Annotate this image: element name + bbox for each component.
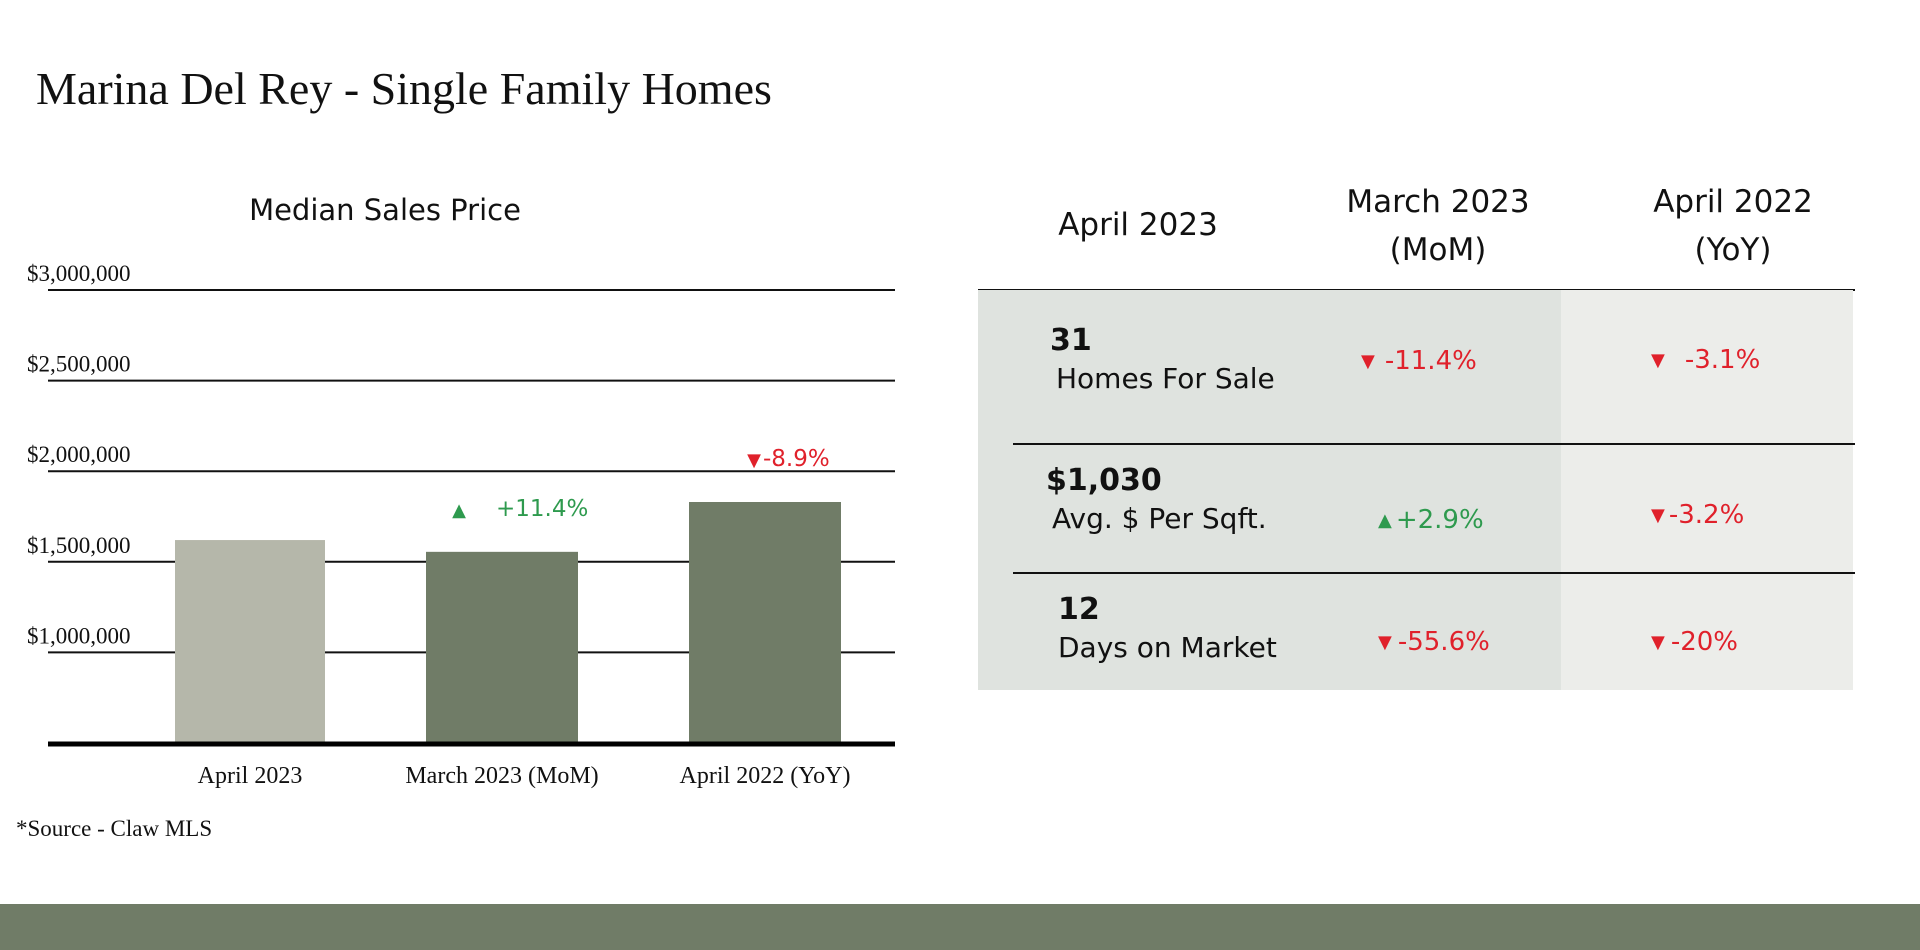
stats-table: April 2023 March 2023 (MoM) April 2022 (… <box>978 178 1855 690</box>
column-bg-mom <box>1316 290 1561 690</box>
up-triangle-icon: ▲ <box>452 500 466 521</box>
yoy-change: ▼ -20% <box>1651 627 1738 657</box>
bar-chart: $3,000,000 $2,500,000 $2,000,000 $1,500,000… <box>27 261 895 789</box>
metric-value: $1,030 <box>1046 463 1162 498</box>
column-bg-current <box>978 290 1316 690</box>
x-tick-label: April 2022 (YoY) <box>680 763 851 789</box>
up-triangle-icon: ▲ <box>1378 510 1392 531</box>
bar <box>175 540 325 743</box>
metric-value: 12 <box>1058 592 1100 627</box>
change-text: -3.1% <box>1684 345 1761 375</box>
bar <box>426 551 578 743</box>
change-text: -11.4% <box>1384 346 1477 376</box>
header-line1: April 2023 <box>1058 207 1218 243</box>
data-label: -8.9% <box>763 446 830 472</box>
down-triangle-icon: ▼ <box>1651 505 1665 526</box>
data-label: +11.4% <box>496 496 588 522</box>
header-line1: March 2023 <box>1346 184 1530 220</box>
table-body: 31 Homes For Sale ▼ -11.4% ▼ -3.1% $1,030 … <box>978 290 1855 690</box>
metric-label: Days on Market <box>1058 631 1277 664</box>
change-text: -20% <box>1670 627 1739 657</box>
column-bg-yoy <box>1561 290 1853 690</box>
footer-band <box>0 904 1920 950</box>
y-tick-label: $1,500,000 <box>27 533 131 558</box>
header-april-2022: April 2022 (YoY) <box>1603 178 1863 274</box>
metric-cell: 31 Homes For Sale <box>1050 323 1275 395</box>
down-triangle-icon: ▼ <box>1651 632 1665 653</box>
table-row: $1,030 Avg. $ Per Sqft. ▲ +2.9% ▼ -3.2% <box>978 443 1855 572</box>
header-line2: (MoM) <box>1389 232 1487 268</box>
table-header: April 2023 March 2023 (MoM) April 2022 (… <box>978 178 1855 290</box>
page-title: Marina Del Rey - Single Family Homes <box>36 63 772 114</box>
y-tick-label: $2,000,000 <box>27 442 131 467</box>
x-tick-label: April 2023 <box>198 763 303 789</box>
header-march-2023: March 2023 (MoM) <box>1308 178 1568 274</box>
bar <box>689 502 841 743</box>
y-tick-label: $3,000,000 <box>27 261 131 286</box>
header-april-2023: April 2023 <box>1018 201 1258 249</box>
metric-label: Avg. $ Per Sqft. <box>1052 502 1267 535</box>
table-row: 31 Homes For Sale ▼ -11.4% ▼ -3.1% <box>978 290 1855 443</box>
row-divider <box>1013 443 1855 445</box>
metric-cell: $1,030 Avg. $ Per Sqft. <box>1046 463 1267 535</box>
table-row: 12 Days on Market ▼ -55.6% ▼ -20% <box>978 572 1855 690</box>
yoy-change: ▼ -3.2% <box>1651 500 1744 530</box>
down-triangle-icon: ▼ <box>1651 350 1665 371</box>
down-triangle-icon: ▼ <box>1378 632 1392 653</box>
yoy-change: ▼ -3.1% <box>1651 345 1760 375</box>
header-line1: April 2022 <box>1653 184 1813 220</box>
down-triangle-icon: ▼ <box>747 450 761 471</box>
x-tick-label: March 2023 (MoM) <box>405 763 598 789</box>
y-tick-label: $2,500,000 <box>27 352 131 377</box>
metric-value: 31 <box>1050 323 1092 358</box>
change-text: -3.2% <box>1668 500 1745 530</box>
header-line2: (YoY) <box>1694 232 1772 268</box>
mom-change: ▼ -55.6% <box>1378 627 1490 657</box>
row-divider <box>1013 572 1855 574</box>
change-text: +2.9% <box>1395 505 1484 535</box>
source-note: *Source - Claw MLS <box>16 816 213 841</box>
change-text: -55.6% <box>1397 627 1490 657</box>
chart-title: Median Sales Price <box>249 193 521 227</box>
mom-change: ▼ -11.4% <box>1361 346 1477 376</box>
metric-cell: 12 Days on Market <box>1058 592 1277 664</box>
y-tick-label: $1,000,000 <box>27 623 131 648</box>
metric-label: Homes For Sale <box>1056 362 1275 395</box>
down-triangle-icon: ▼ <box>1361 351 1375 372</box>
mom-change: ▲ +2.9% <box>1378 505 1484 535</box>
